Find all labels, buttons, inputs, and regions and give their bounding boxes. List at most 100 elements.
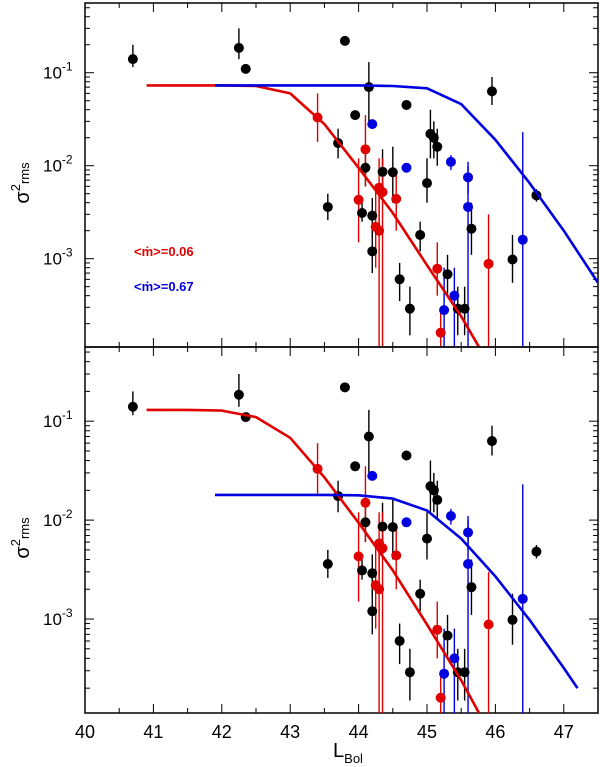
y-axis-label-sup: 2 bbox=[8, 184, 23, 191]
blue-model-curve bbox=[215, 84, 598, 284]
red-data-point bbox=[374, 584, 385, 595]
y-tick-label-base: 10 bbox=[43, 157, 62, 176]
y-tick-label-exp: -3 bbox=[62, 606, 73, 620]
y-tick-label-exp: -2 bbox=[62, 153, 73, 167]
red-data-point bbox=[435, 327, 446, 338]
black-data-point bbox=[466, 223, 477, 234]
y-axis-label-sup: 2 bbox=[8, 539, 23, 546]
black-data-point bbox=[459, 667, 470, 678]
blue-data-point bbox=[439, 668, 450, 679]
x-axis: 40 41 42 43 44 45 46 47 bbox=[75, 722, 574, 742]
plot-area bbox=[127, 28, 598, 347]
plot-frame bbox=[84, 2, 599, 348]
blue-data-point bbox=[445, 156, 456, 167]
black-data-point bbox=[357, 207, 368, 218]
red-data-point bbox=[374, 225, 385, 236]
black-data-point bbox=[387, 522, 398, 533]
black-data-point bbox=[363, 82, 374, 93]
black-data-point bbox=[322, 201, 333, 212]
red-data-point bbox=[353, 194, 364, 205]
black-data-point bbox=[127, 54, 138, 65]
black-data-point bbox=[367, 246, 378, 257]
blue-data-point bbox=[367, 119, 378, 130]
black-data-point bbox=[360, 517, 371, 528]
black-data-point bbox=[401, 450, 412, 461]
x-tick-label: 40 bbox=[75, 722, 95, 742]
legend-entry: <ṁ>=0.06 bbox=[134, 244, 194, 259]
x-axis-label-main: L bbox=[333, 740, 344, 762]
y-tick-label: 10-3 bbox=[43, 246, 73, 269]
blue-data-point bbox=[449, 653, 460, 664]
y-axis-label-main: σ bbox=[12, 546, 34, 559]
black-data-point bbox=[394, 274, 405, 285]
black-data-point bbox=[339, 35, 350, 46]
red-data-point bbox=[391, 550, 402, 561]
y-axis-label: σ2rms bbox=[8, 517, 34, 559]
x-axis-label-sub: Bol bbox=[344, 751, 363, 766]
y-tick-label: 10-2 bbox=[43, 507, 73, 530]
black-data-point bbox=[507, 614, 518, 625]
black-data-point bbox=[531, 546, 542, 557]
x-axis-label: LBol bbox=[333, 740, 363, 766]
blue-data-point bbox=[401, 517, 412, 528]
red-data-point bbox=[483, 258, 494, 269]
y-axis-label: σ2rms bbox=[8, 162, 34, 204]
black-data-point bbox=[357, 565, 368, 576]
blue-model-curve bbox=[215, 493, 579, 689]
black-data-point bbox=[127, 401, 138, 412]
red-data-point bbox=[483, 619, 494, 630]
blue-data-point bbox=[463, 172, 474, 183]
black-data-point bbox=[339, 382, 350, 393]
blue-data-point bbox=[449, 290, 460, 301]
red-data-point bbox=[435, 692, 446, 703]
black-data-point bbox=[415, 229, 426, 240]
top-panel: 10 -1 10-2 10-3 σ2rms <ṁ>=0.06 <ṁ>=0.67 bbox=[8, 2, 599, 348]
plot-frame bbox=[84, 346, 599, 714]
black-data-point bbox=[377, 166, 388, 177]
red-model-curve bbox=[146, 408, 481, 713]
y-axis-label-sub: rms bbox=[17, 162, 32, 184]
black-data-point bbox=[350, 110, 361, 121]
black-data-point bbox=[422, 178, 432, 189]
black-data-point bbox=[442, 269, 453, 280]
black-data-point bbox=[322, 558, 333, 569]
black-data-point bbox=[387, 167, 398, 178]
black-data-point bbox=[367, 568, 378, 579]
legend-entry: <ṁ>=0.67 bbox=[134, 279, 194, 294]
y-tick-label-base: 10 bbox=[43, 610, 62, 629]
black-data-point bbox=[240, 63, 251, 74]
y-tick-label: 10-2 bbox=[43, 153, 73, 176]
x-tick-label: 43 bbox=[280, 722, 300, 742]
y-tick-label-base: 10 bbox=[43, 511, 62, 530]
y-tick-label: 10-1 bbox=[43, 408, 73, 431]
blue-data-point bbox=[401, 162, 412, 173]
black-data-point bbox=[350, 461, 361, 472]
blue-data-point bbox=[439, 305, 450, 316]
y-tick-label-exp: -1 bbox=[62, 60, 73, 74]
black-data-point bbox=[415, 588, 426, 599]
x-tick-label: 41 bbox=[143, 722, 163, 742]
blue-data-point bbox=[463, 201, 474, 212]
x-tick-label: 45 bbox=[417, 722, 437, 742]
y-tick-label-exp: -3 bbox=[62, 246, 73, 260]
black-data-point bbox=[442, 630, 453, 641]
red-data-point bbox=[432, 624, 443, 635]
black-data-point bbox=[432, 141, 443, 152]
red-model-curve bbox=[146, 84, 481, 347]
black-data-point bbox=[428, 132, 439, 143]
black-data-point bbox=[404, 303, 415, 314]
x-tick-label: 46 bbox=[485, 722, 505, 742]
x-tick-label: 42 bbox=[212, 722, 232, 742]
black-data-point bbox=[486, 86, 497, 97]
red-data-point bbox=[432, 263, 443, 274]
y-tick-label-exp: -2 bbox=[62, 507, 73, 521]
blue-data-point bbox=[445, 511, 456, 522]
black-data-point bbox=[360, 162, 371, 173]
y-tick-label-exp: -1 bbox=[62, 408, 73, 422]
black-data-point bbox=[459, 303, 470, 314]
y-tick-label-base: 10 bbox=[43, 412, 62, 431]
red-data-point bbox=[353, 551, 364, 562]
red-data-point bbox=[391, 193, 402, 204]
black-data-point bbox=[367, 210, 378, 221]
